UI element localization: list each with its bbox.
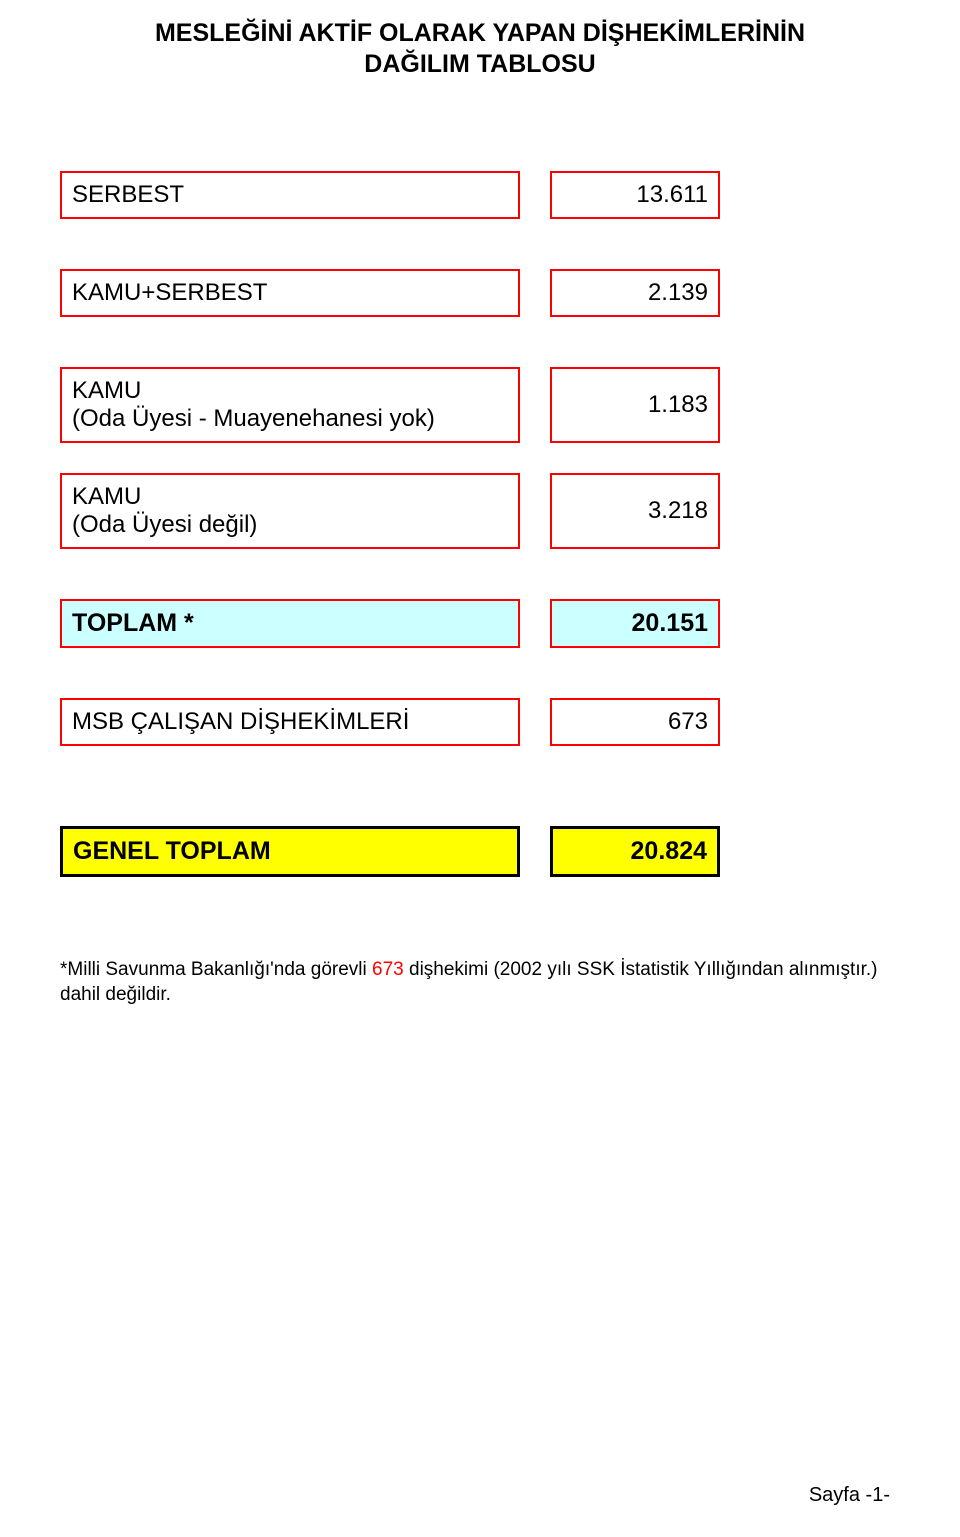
value-kamu-degil: 3.218 xyxy=(550,473,720,549)
row-msb: MSB ÇALIŞAN DİŞHEKİMLERİ 673 xyxy=(60,698,900,746)
row-kamu-serbest: KAMU+SERBEST 2.139 xyxy=(60,269,900,317)
value-msb: 673 xyxy=(550,698,720,746)
row-kamu-degil: KAMU (Oda Üyesi değil) 3.218 xyxy=(60,473,900,549)
row-toplam: TOPLAM * 20.151 xyxy=(60,599,900,648)
title-line-2: DAĞILIM TABLOSU xyxy=(60,49,900,80)
label-toplam: TOPLAM * xyxy=(60,599,520,648)
label-kamu-degil-1: KAMU xyxy=(72,483,508,511)
label-kamu-degil-2: (Oda Üyesi değil) xyxy=(72,511,508,539)
row-genel-toplam: GENEL TOPLAM 20.824 xyxy=(60,826,900,877)
row-kamu-muayene: KAMU (Oda Üyesi - Muayenehanesi yok) 1.1… xyxy=(60,367,900,443)
label-kamu-muayene-1: KAMU xyxy=(72,377,508,405)
label-kamu-muayene: KAMU (Oda Üyesi - Muayenehanesi yok) xyxy=(60,367,520,443)
label-kamu-degil: KAMU (Oda Üyesi değil) xyxy=(60,473,520,549)
label-kamu-serbest: KAMU+SERBEST xyxy=(60,269,520,317)
page-number: Sayfa -1- xyxy=(809,1484,890,1507)
page-title: MESLEĞİNİ AKTİF OLARAK YAPAN DİŞHEKİMLER… xyxy=(60,18,900,81)
value-serbest: 13.611 xyxy=(550,171,720,219)
label-msb: MSB ÇALIŞAN DİŞHEKİMLERİ xyxy=(60,698,520,746)
title-line-1: MESLEĞİNİ AKTİF OLARAK YAPAN DİŞHEKİMLER… xyxy=(60,18,900,49)
row-serbest: SERBEST 13.611 xyxy=(60,171,900,219)
value-kamu-muayene: 1.183 xyxy=(550,367,720,443)
value-toplam: 20.151 xyxy=(550,599,720,648)
footnote-number: 673 xyxy=(372,959,404,980)
value-kamu-serbest: 2.139 xyxy=(550,269,720,317)
label-serbest: SERBEST xyxy=(60,171,520,219)
label-genel-toplam: GENEL TOPLAM xyxy=(60,826,520,877)
footnote-prefix: *Milli Savunma Bakanlığı'nda görevli xyxy=(60,959,372,980)
footnote: *Milli Savunma Bakanlığı'nda görevli 673… xyxy=(60,957,900,1008)
value-genel-toplam: 20.824 xyxy=(550,826,720,877)
label-kamu-muayene-2: (Oda Üyesi - Muayenehanesi yok) xyxy=(72,405,508,433)
